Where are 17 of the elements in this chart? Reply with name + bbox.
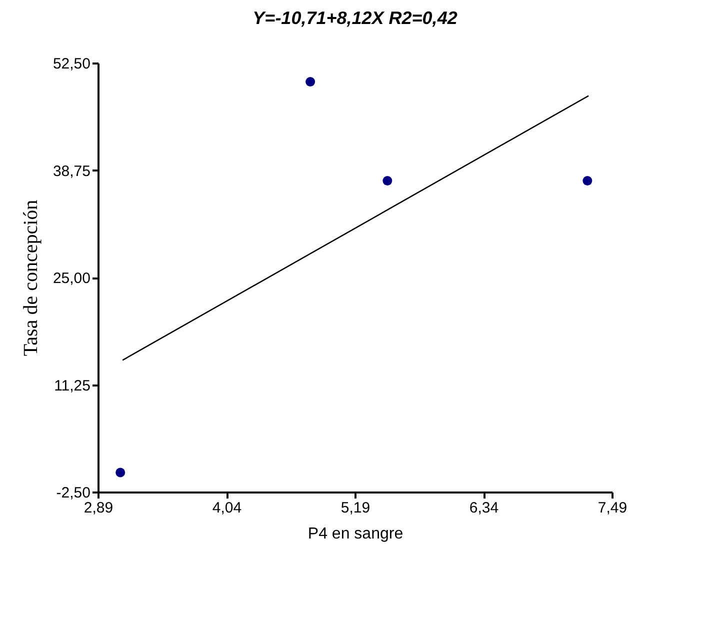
point — [306, 76, 316, 86]
y-axis-title: Tasa de concepción — [20, 200, 42, 356]
y-tick-label: 38,75 — [52, 162, 90, 180]
x-axis-title: P4 en sangre — [308, 526, 404, 542]
point — [116, 468, 126, 478]
y-tick-label: 52,50 — [52, 56, 90, 72]
x-tick-label: 4,04 — [212, 500, 242, 516]
chart-title: Y=-10,71+8,12X R2=0,42 — [252, 8, 458, 28]
point — [382, 176, 392, 186]
y-tick-label: 25,00 — [52, 270, 90, 287]
y-tick-label: 11,25 — [54, 377, 90, 394]
y-tick-label: -2,50 — [56, 484, 90, 502]
x-tick-label: 7,49 — [598, 500, 628, 516]
point — [582, 176, 592, 186]
x-tick-label: 5,19 — [340, 500, 370, 516]
x-tick-label: 6,34 — [469, 500, 499, 516]
x-tick-label: 2,89 — [84, 500, 114, 516]
